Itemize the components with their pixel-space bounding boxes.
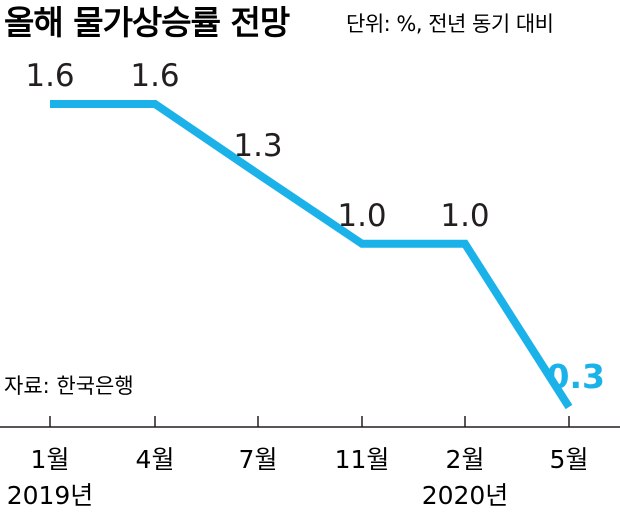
year-label: 2020년 bbox=[422, 481, 509, 510]
series-line bbox=[50, 100, 573, 410]
value-labels: 1.6 1.6 1.3 1.0 1.0 0.3 bbox=[25, 58, 605, 396]
year-label: 2019년 bbox=[7, 481, 94, 510]
year-labels: 2019년 2020년 bbox=[7, 481, 509, 510]
value-label: 1.0 bbox=[440, 198, 489, 234]
x-tick-label: 4월 bbox=[136, 445, 175, 474]
x-tick-label: 11월 bbox=[335, 445, 390, 474]
x-tick-label: 5월 bbox=[550, 445, 589, 474]
value-label: 0.3 bbox=[547, 357, 605, 396]
source-note: 자료: 한국은행 bbox=[4, 374, 134, 398]
x-tick-label: 7월 bbox=[239, 445, 278, 474]
x-tick-label: 1월 bbox=[31, 445, 70, 474]
value-label: 1.6 bbox=[25, 58, 74, 94]
value-label: 1.0 bbox=[337, 198, 386, 234]
x-tick-label: 2월 bbox=[446, 445, 485, 474]
chart-title: 올해 물가상승률 전망 bbox=[4, 3, 290, 42]
value-label: 1.3 bbox=[233, 128, 282, 164]
unit-note: 단위: %, 전년 동기 대비 bbox=[346, 12, 553, 36]
x-axis-ticks: 1월 4월 7월 11월 2월 5월 bbox=[31, 416, 589, 474]
value-label: 1.6 bbox=[130, 58, 179, 94]
